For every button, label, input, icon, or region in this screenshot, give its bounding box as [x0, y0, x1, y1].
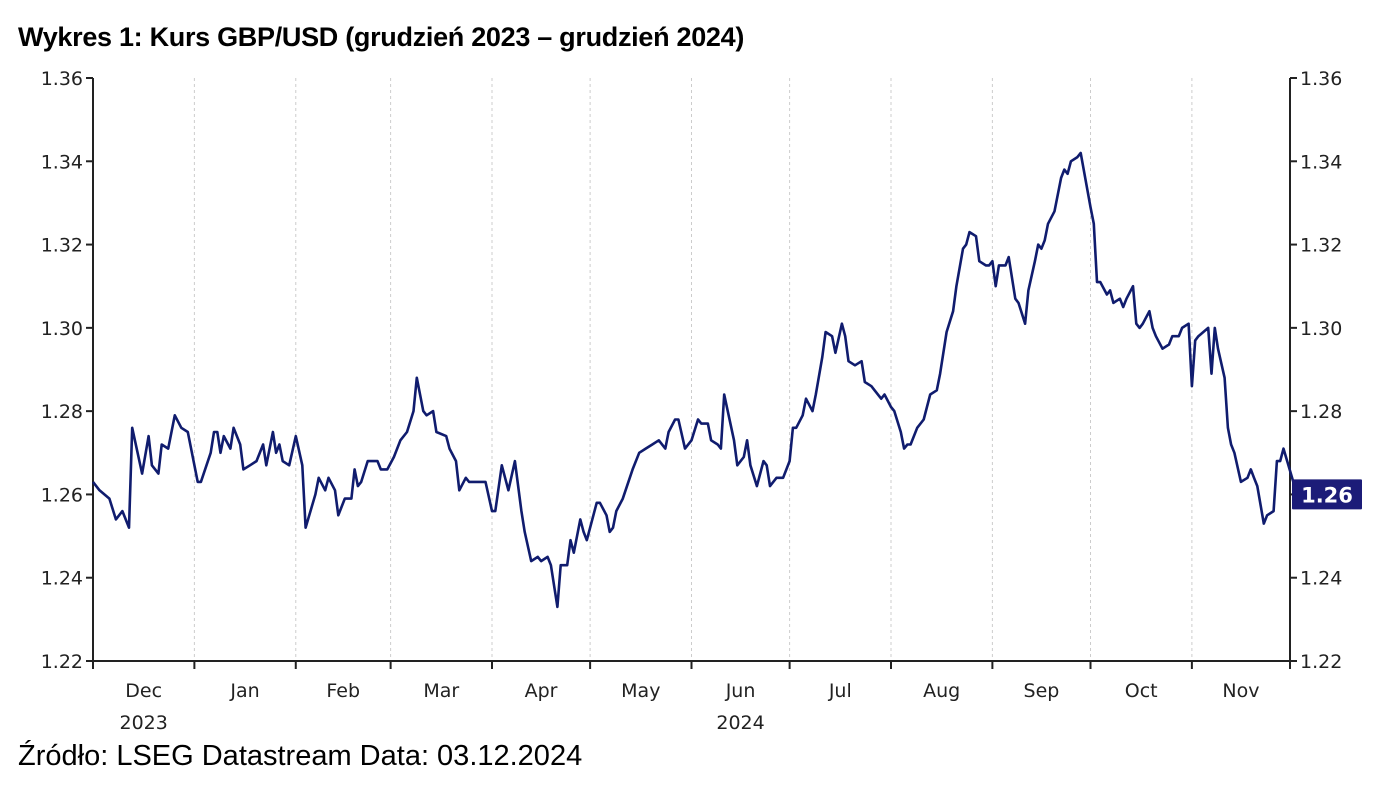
x-tick-label: Jul [828, 680, 852, 702]
x-tick-label: Apr [525, 680, 558, 702]
grid-lines [193, 78, 1193, 661]
x-tick-label: May [621, 680, 660, 702]
left-y-tick-label: 1.32 [41, 235, 83, 257]
left-y-tick-label: 1.34 [41, 151, 83, 173]
left-y-tick-label: 1.30 [41, 318, 83, 340]
right-y-tick-label: 1.24 [1300, 568, 1342, 590]
right-y-tick-label: 1.22 [1300, 651, 1342, 673]
left-y-tick-label: 1.36 [41, 68, 83, 90]
x-tick-label: Aug [923, 680, 960, 702]
x-tick-label: Sep [1024, 680, 1060, 702]
right-y-tick-label: 1.28 [1300, 401, 1342, 423]
left-y-tick-label: 1.28 [41, 401, 83, 423]
x-tick-label: Mar [423, 680, 459, 702]
last-value-box [1292, 479, 1362, 510]
left-y-tick-label: 1.26 [41, 484, 83, 506]
x-tick-label: Nov [1222, 680, 1259, 702]
source-note: Źródło: LSEG Datastream Data: 03.12.2024 [18, 740, 583, 772]
x-year-label: 2023 [120, 712, 168, 734]
right-y-tick-label: 1.36 [1300, 68, 1342, 90]
x-tick-label: Feb [326, 680, 360, 702]
right-y-tick-label: 1.30 [1300, 318, 1342, 340]
x-tick-label: Oct [1125, 680, 1158, 702]
series-group [91, 151, 1295, 609]
axes: 1.22 1.22 1.24 1.24 1.26 1.28 1.28 1.30 1.30 1.32… [41, 68, 1343, 734]
chart-title: Wykres 1: Kurs GBP/USD (grudzień 2023 – … [18, 22, 745, 52]
right-y-tick-label: 1.34 [1300, 151, 1342, 173]
last-value-marker: 1.26 [1292, 479, 1362, 510]
x-tick-label: Jan [229, 680, 259, 702]
right-y-tick-label: 1.32 [1300, 235, 1342, 257]
last-value-label: 1.26 [1301, 483, 1353, 507]
left-y-tick-label: 1.22 [41, 651, 83, 673]
x-tick-label: Dec [125, 680, 162, 702]
series-line [91, 151, 1295, 609]
left-y-tick-label: 1.24 [41, 568, 83, 590]
x-year-label: 2024 [716, 712, 764, 734]
x-tick-label: Jun [725, 680, 756, 702]
